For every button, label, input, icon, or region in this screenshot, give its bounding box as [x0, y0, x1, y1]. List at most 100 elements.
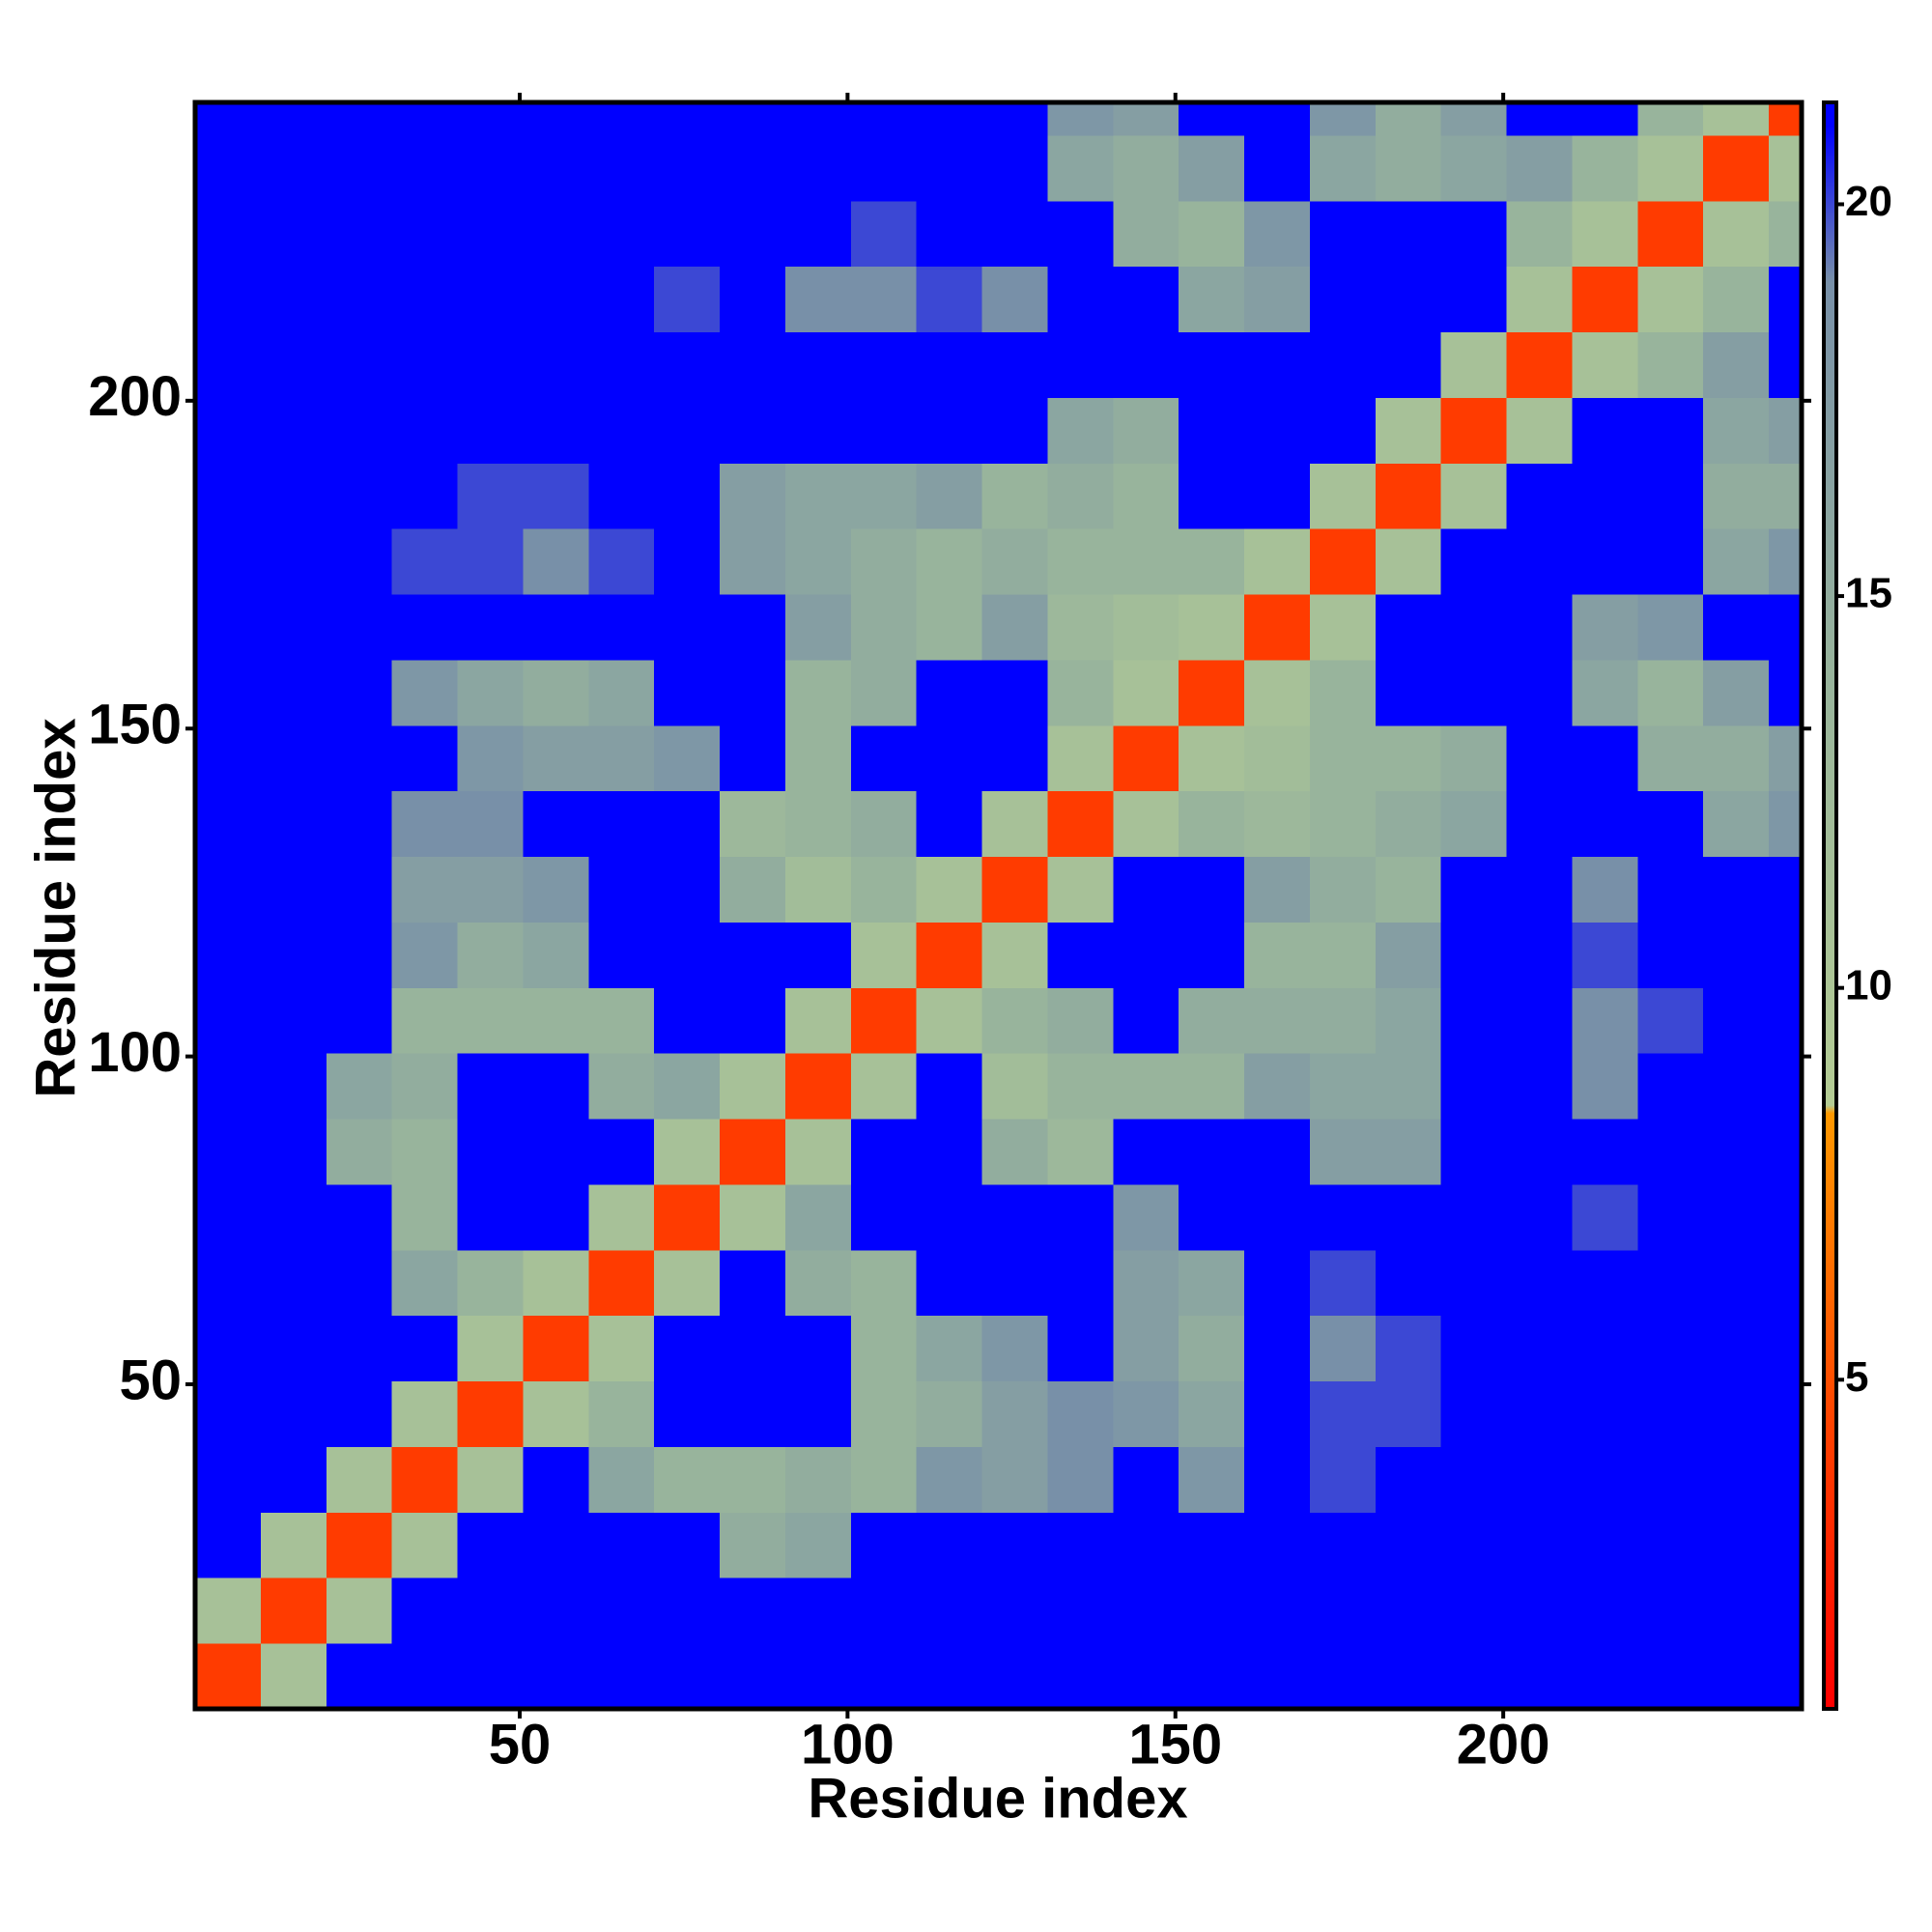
y-axis-label: Residue index: [24, 718, 87, 1097]
heatmap-cell: [981, 1119, 1048, 1185]
heatmap-cell: [784, 134, 852, 202]
heatmap-cell: [1506, 987, 1573, 1054]
heatmap-cell: [457, 1183, 524, 1251]
heatmap-cell: [1113, 1249, 1179, 1317]
heatmap-cell: [784, 724, 852, 792]
heatmap-cell: [1179, 266, 1245, 333]
heatmap-cell: [1047, 659, 1114, 726]
heatmap-cell: [1637, 1512, 1704, 1578]
heatmap-cell: [260, 922, 327, 988]
heatmap-cell: [916, 1380, 983, 1447]
heatmap-cell: [1244, 594, 1311, 661]
heatmap-cell: [391, 922, 459, 988]
heatmap-cell: [1506, 397, 1573, 464]
heatmap-cell: [1769, 922, 1803, 988]
heatmap-cell: [260, 102, 327, 136]
heatmap-cell: [326, 724, 393, 792]
heatmap-cell: [195, 200, 262, 268]
heatmap-cell: [850, 463, 918, 529]
heatmap-cell: [588, 1249, 655, 1317]
heatmap-cell: [916, 1119, 983, 1185]
heatmap-cell: [1309, 1119, 1377, 1185]
heatmap-cell: [326, 1249, 393, 1317]
heatmap-cell: [720, 659, 786, 726]
heatmap-cell: [260, 528, 327, 595]
heatmap-cell: [1244, 987, 1311, 1054]
heatmap-cell: [1703, 594, 1770, 661]
heatmap-cell: [1244, 1119, 1311, 1185]
heatmap-cell: [981, 1446, 1048, 1513]
heatmap-cell: [654, 922, 721, 988]
heatmap-cell: [391, 463, 459, 529]
heatmap-cell: [195, 1053, 262, 1120]
colorbar: [1822, 100, 1838, 1711]
heatmap-cell: [784, 102, 852, 136]
heatmap-cell: [195, 1119, 262, 1185]
heatmap-cell: [1637, 856, 1704, 923]
heatmap-cell: [1244, 134, 1311, 202]
heatmap-cell: [720, 594, 786, 661]
heatmap-cell: [1179, 659, 1245, 726]
heatmap-cell: [588, 1446, 655, 1513]
heatmap-cell: [850, 1053, 918, 1120]
heatmap-cell: [195, 594, 262, 661]
heatmap-cell: [981, 856, 1048, 923]
heatmap-cell: [916, 790, 983, 858]
heatmap-cell: [523, 1512, 589, 1578]
heatmap-cell: [720, 1577, 786, 1644]
heatmap-cell: [1113, 922, 1179, 988]
heatmap-cell: [720, 1053, 786, 1120]
heatmap-cell: [720, 528, 786, 595]
heatmap-cell: [1113, 724, 1179, 792]
heatmap-cell: [1309, 790, 1377, 858]
heatmap-cell: [1179, 1315, 1245, 1382]
heatmap-cell: [1375, 724, 1442, 792]
heatmap-cell: [457, 266, 524, 333]
heatmap-cell: [195, 1315, 262, 1382]
heatmap-cell: [1703, 331, 1770, 398]
heatmap-cell: [850, 1512, 918, 1578]
heatmap-cell: [1113, 102, 1179, 136]
heatmap-cell: [260, 659, 327, 726]
heatmap-cell: [1113, 594, 1179, 661]
heatmap-cell: [195, 1446, 262, 1513]
heatmap-cell: [1703, 200, 1770, 268]
heatmap-cell: [1309, 463, 1377, 529]
heatmap-cell: [1440, 987, 1508, 1054]
heatmap-cell: [1179, 1380, 1245, 1447]
heatmap-cell: [1703, 1315, 1770, 1382]
heatmap-cell: [457, 1643, 524, 1710]
heatmap-cell: [1703, 856, 1770, 923]
heatmap-cell: [1047, 1512, 1114, 1578]
heatmap-cell: [850, 528, 918, 595]
heatmap-cell: [1179, 1512, 1245, 1578]
heatmap-cell: [523, 856, 589, 923]
heatmap-cell: [457, 659, 524, 726]
heatmap-cell: [195, 102, 262, 136]
heatmap-cell: [1637, 463, 1704, 529]
heatmap-cell: [1179, 790, 1245, 858]
heatmap-cell: [1113, 1119, 1179, 1185]
heatmap-cell: [1047, 724, 1114, 792]
heatmap-cell: [326, 266, 393, 333]
heatmap-cell: [654, 463, 721, 529]
heatmap-cells: [195, 102, 1803, 1710]
heatmap-cell: [457, 724, 524, 792]
heatmap-cell: [1047, 266, 1114, 333]
heatmap-cell: [1375, 528, 1442, 595]
heatmap-cell: [1375, 790, 1442, 858]
heatmap-cell: [1047, 1446, 1114, 1513]
colorbar-tick-label: 20: [1845, 178, 1892, 225]
heatmap-cell: [1244, 1643, 1311, 1710]
heatmap-cell: [1506, 1512, 1573, 1578]
heatmap-cell: [260, 1643, 327, 1710]
heatmap-cell: [1506, 659, 1573, 726]
heatmap-cell: [1440, 331, 1508, 398]
heatmap-cell: [588, 102, 655, 136]
heatmap-cell: [326, 102, 393, 136]
heatmap-cell: [1375, 102, 1442, 136]
heatmap-cell: [981, 1380, 1048, 1447]
heatmap-cell: [1703, 463, 1770, 529]
heatmap-cell: [916, 922, 983, 988]
heatmap-cell: [1113, 1643, 1179, 1710]
